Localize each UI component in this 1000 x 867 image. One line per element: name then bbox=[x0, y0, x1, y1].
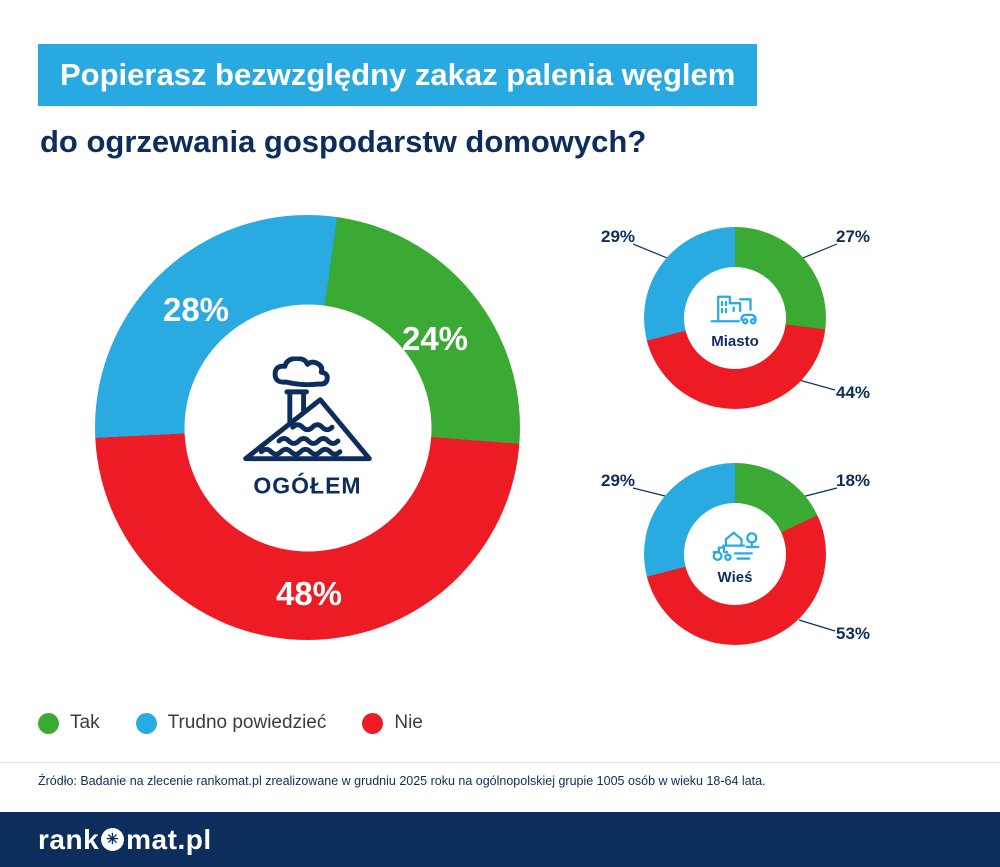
legend: Tak Trudno powiedzieć Nie bbox=[38, 712, 423, 734]
city-buildings-icon bbox=[710, 295, 757, 324]
pct-label-wies-tak: 18% bbox=[835, 471, 871, 490]
donut-hole-wies: Wieś bbox=[684, 503, 786, 605]
header-bar: Popierasz bezwzględny zakaz palenia węgl… bbox=[38, 44, 758, 106]
legend-label: Trudno powiedzieć bbox=[167, 712, 327, 733]
logo-text-suffix: mat.pl bbox=[126, 823, 212, 855]
page-title-line2: do ogrzewania gospodarstw domowych? bbox=[40, 124, 647, 159]
chart-ogolem: OGÓŁEM 24% 28% 48% bbox=[70, 205, 540, 670]
pct-label-miasto-trudno: 29% bbox=[600, 227, 636, 246]
star-icon: ✳ bbox=[106, 831, 120, 848]
farm-icon bbox=[712, 531, 760, 561]
chart-miasto: Miasto 29% 27% 44% bbox=[575, 218, 915, 423]
page-title-line1: Popierasz bezwzględny zakaz palenia węgl… bbox=[60, 57, 736, 92]
pct-label-ogolem-nie: 48% bbox=[275, 575, 343, 612]
chart-title-miasto: Miasto bbox=[711, 332, 759, 350]
legend-label: Tak bbox=[70, 712, 100, 733]
legend-label: Nie bbox=[394, 712, 423, 733]
legend-dot-green bbox=[38, 712, 59, 734]
leader-line bbox=[798, 619, 836, 632]
rankomat-logo: rank ✳ mat.pl bbox=[38, 824, 212, 856]
chart-title-wies: Wieś bbox=[717, 568, 753, 586]
donut-miasto: Miasto bbox=[644, 227, 826, 409]
divider bbox=[0, 762, 1000, 763]
logo-star-badge: ✳ bbox=[101, 828, 125, 851]
legend-item-trudno: Trudno powiedzieć bbox=[135, 712, 327, 734]
legend-dot-blue bbox=[135, 712, 157, 734]
source-note: Źródło: Badanie na zlecenie rankomat.pl … bbox=[38, 774, 766, 788]
pct-label-miasto-tak: 27% bbox=[835, 227, 871, 246]
chart-wies: Wieś 29% 18% 53% bbox=[575, 452, 915, 662]
legend-item-tak: Tak bbox=[38, 712, 100, 734]
pct-label-ogolem-trudno: 28% bbox=[162, 291, 230, 328]
chart-title-ogolem: OGÓŁEM bbox=[253, 472, 362, 498]
footer-bar: rank ✳ mat.pl bbox=[0, 812, 1000, 867]
donut-ogolem: OGÓŁEM bbox=[95, 215, 520, 640]
pct-label-miasto-nie: 44% bbox=[835, 383, 871, 402]
legend-dot-red bbox=[362, 712, 384, 734]
donut-hole-miasto: Miasto bbox=[684, 267, 786, 369]
pct-label-wies-trudno: 29% bbox=[600, 471, 636, 490]
pct-label-wies-nie: 53% bbox=[835, 624, 871, 643]
logo-text-prefix: rank bbox=[38, 823, 100, 855]
legend-item-nie: Nie bbox=[362, 712, 423, 734]
leader-line bbox=[798, 379, 836, 391]
donut-hole-ogolem: OGÓŁEM bbox=[184, 304, 431, 551]
pct-label-ogolem-tak: 24% bbox=[401, 320, 469, 357]
donut-wies: Wieś bbox=[644, 463, 826, 645]
house-with-smoking-chimney-icon bbox=[243, 356, 372, 461]
